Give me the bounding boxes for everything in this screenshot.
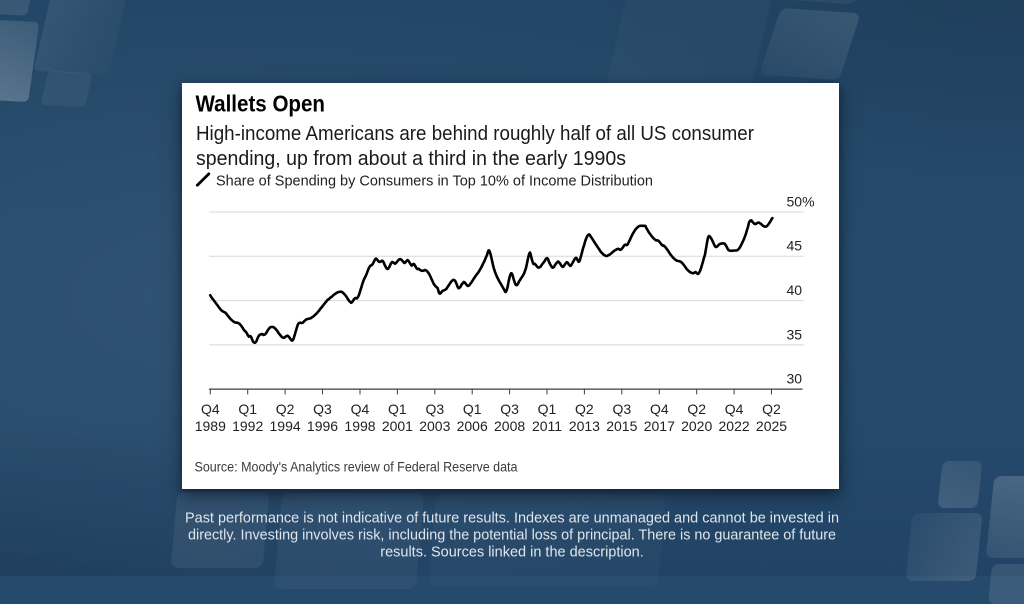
svg-text:1996: 1996 <box>307 418 338 434</box>
svg-text:2011: 2011 <box>532 418 562 434</box>
svg-text:Share of Spending by Consumers: Share of Spending by Consumers in Top 10… <box>216 172 653 189</box>
svg-text:1992: 1992 <box>232 418 263 434</box>
svg-text:1994: 1994 <box>270 418 301 434</box>
svg-text:Q1: Q1 <box>238 401 257 417</box>
svg-text:2003: 2003 <box>419 418 450 434</box>
svg-text:2022: 2022 <box>719 418 750 434</box>
svg-text:Past performance is not indica: Past performance is not indicative of fu… <box>185 509 839 526</box>
svg-text:2001: 2001 <box>382 418 413 434</box>
svg-text:Q2: Q2 <box>687 401 706 417</box>
svg-text:Q2: Q2 <box>276 401 295 417</box>
svg-text:Q3: Q3 <box>612 401 631 417</box>
svg-text:results. Sources linked in the: results. Sources linked in the descripti… <box>380 543 644 560</box>
svg-text:2015: 2015 <box>606 418 637 434</box>
svg-text:Q3: Q3 <box>425 401 444 417</box>
svg-text:Q3: Q3 <box>313 401 332 417</box>
svg-text:Q1: Q1 <box>388 401 407 417</box>
svg-text:45: 45 <box>787 238 803 254</box>
svg-text:Q4: Q4 <box>725 401 744 417</box>
svg-text:30: 30 <box>787 371 803 387</box>
svg-text:Q2: Q2 <box>762 401 781 417</box>
svg-text:2013: 2013 <box>569 418 600 434</box>
svg-text:Q4: Q4 <box>201 401 220 417</box>
svg-text:Q1: Q1 <box>538 401 557 417</box>
svg-text:High-income Americans are behi: High-income Americans are behind roughly… <box>196 122 754 145</box>
svg-text:Source: Moody's Analytics revi: Source: Moody's Analytics review of Fede… <box>195 458 518 474</box>
svg-text:2020: 2020 <box>681 418 712 434</box>
svg-text:1998: 1998 <box>344 418 375 434</box>
svg-text:2017: 2017 <box>644 418 675 434</box>
svg-text:Q3: Q3 <box>500 401 519 417</box>
svg-text:Q2: Q2 <box>575 401 594 417</box>
svg-text:40: 40 <box>787 282 803 298</box>
svg-text:spending, up from about a thir: spending, up from about a third in the e… <box>196 147 626 170</box>
svg-text:2006: 2006 <box>457 418 488 434</box>
svg-text:2025: 2025 <box>756 418 787 434</box>
svg-text:directly. Investing involves r: directly. Investing involves risk, inclu… <box>188 526 836 543</box>
svg-text:Q4: Q4 <box>650 401 669 417</box>
svg-text:2008: 2008 <box>494 418 525 434</box>
svg-text:50%: 50% <box>787 193 815 209</box>
svg-text:1989: 1989 <box>195 418 226 434</box>
svg-text:Q4: Q4 <box>351 401 370 417</box>
svg-text:Wallets Open: Wallets Open <box>196 91 326 117</box>
svg-text:35: 35 <box>787 326 803 342</box>
svg-text:Q1: Q1 <box>463 401 482 417</box>
